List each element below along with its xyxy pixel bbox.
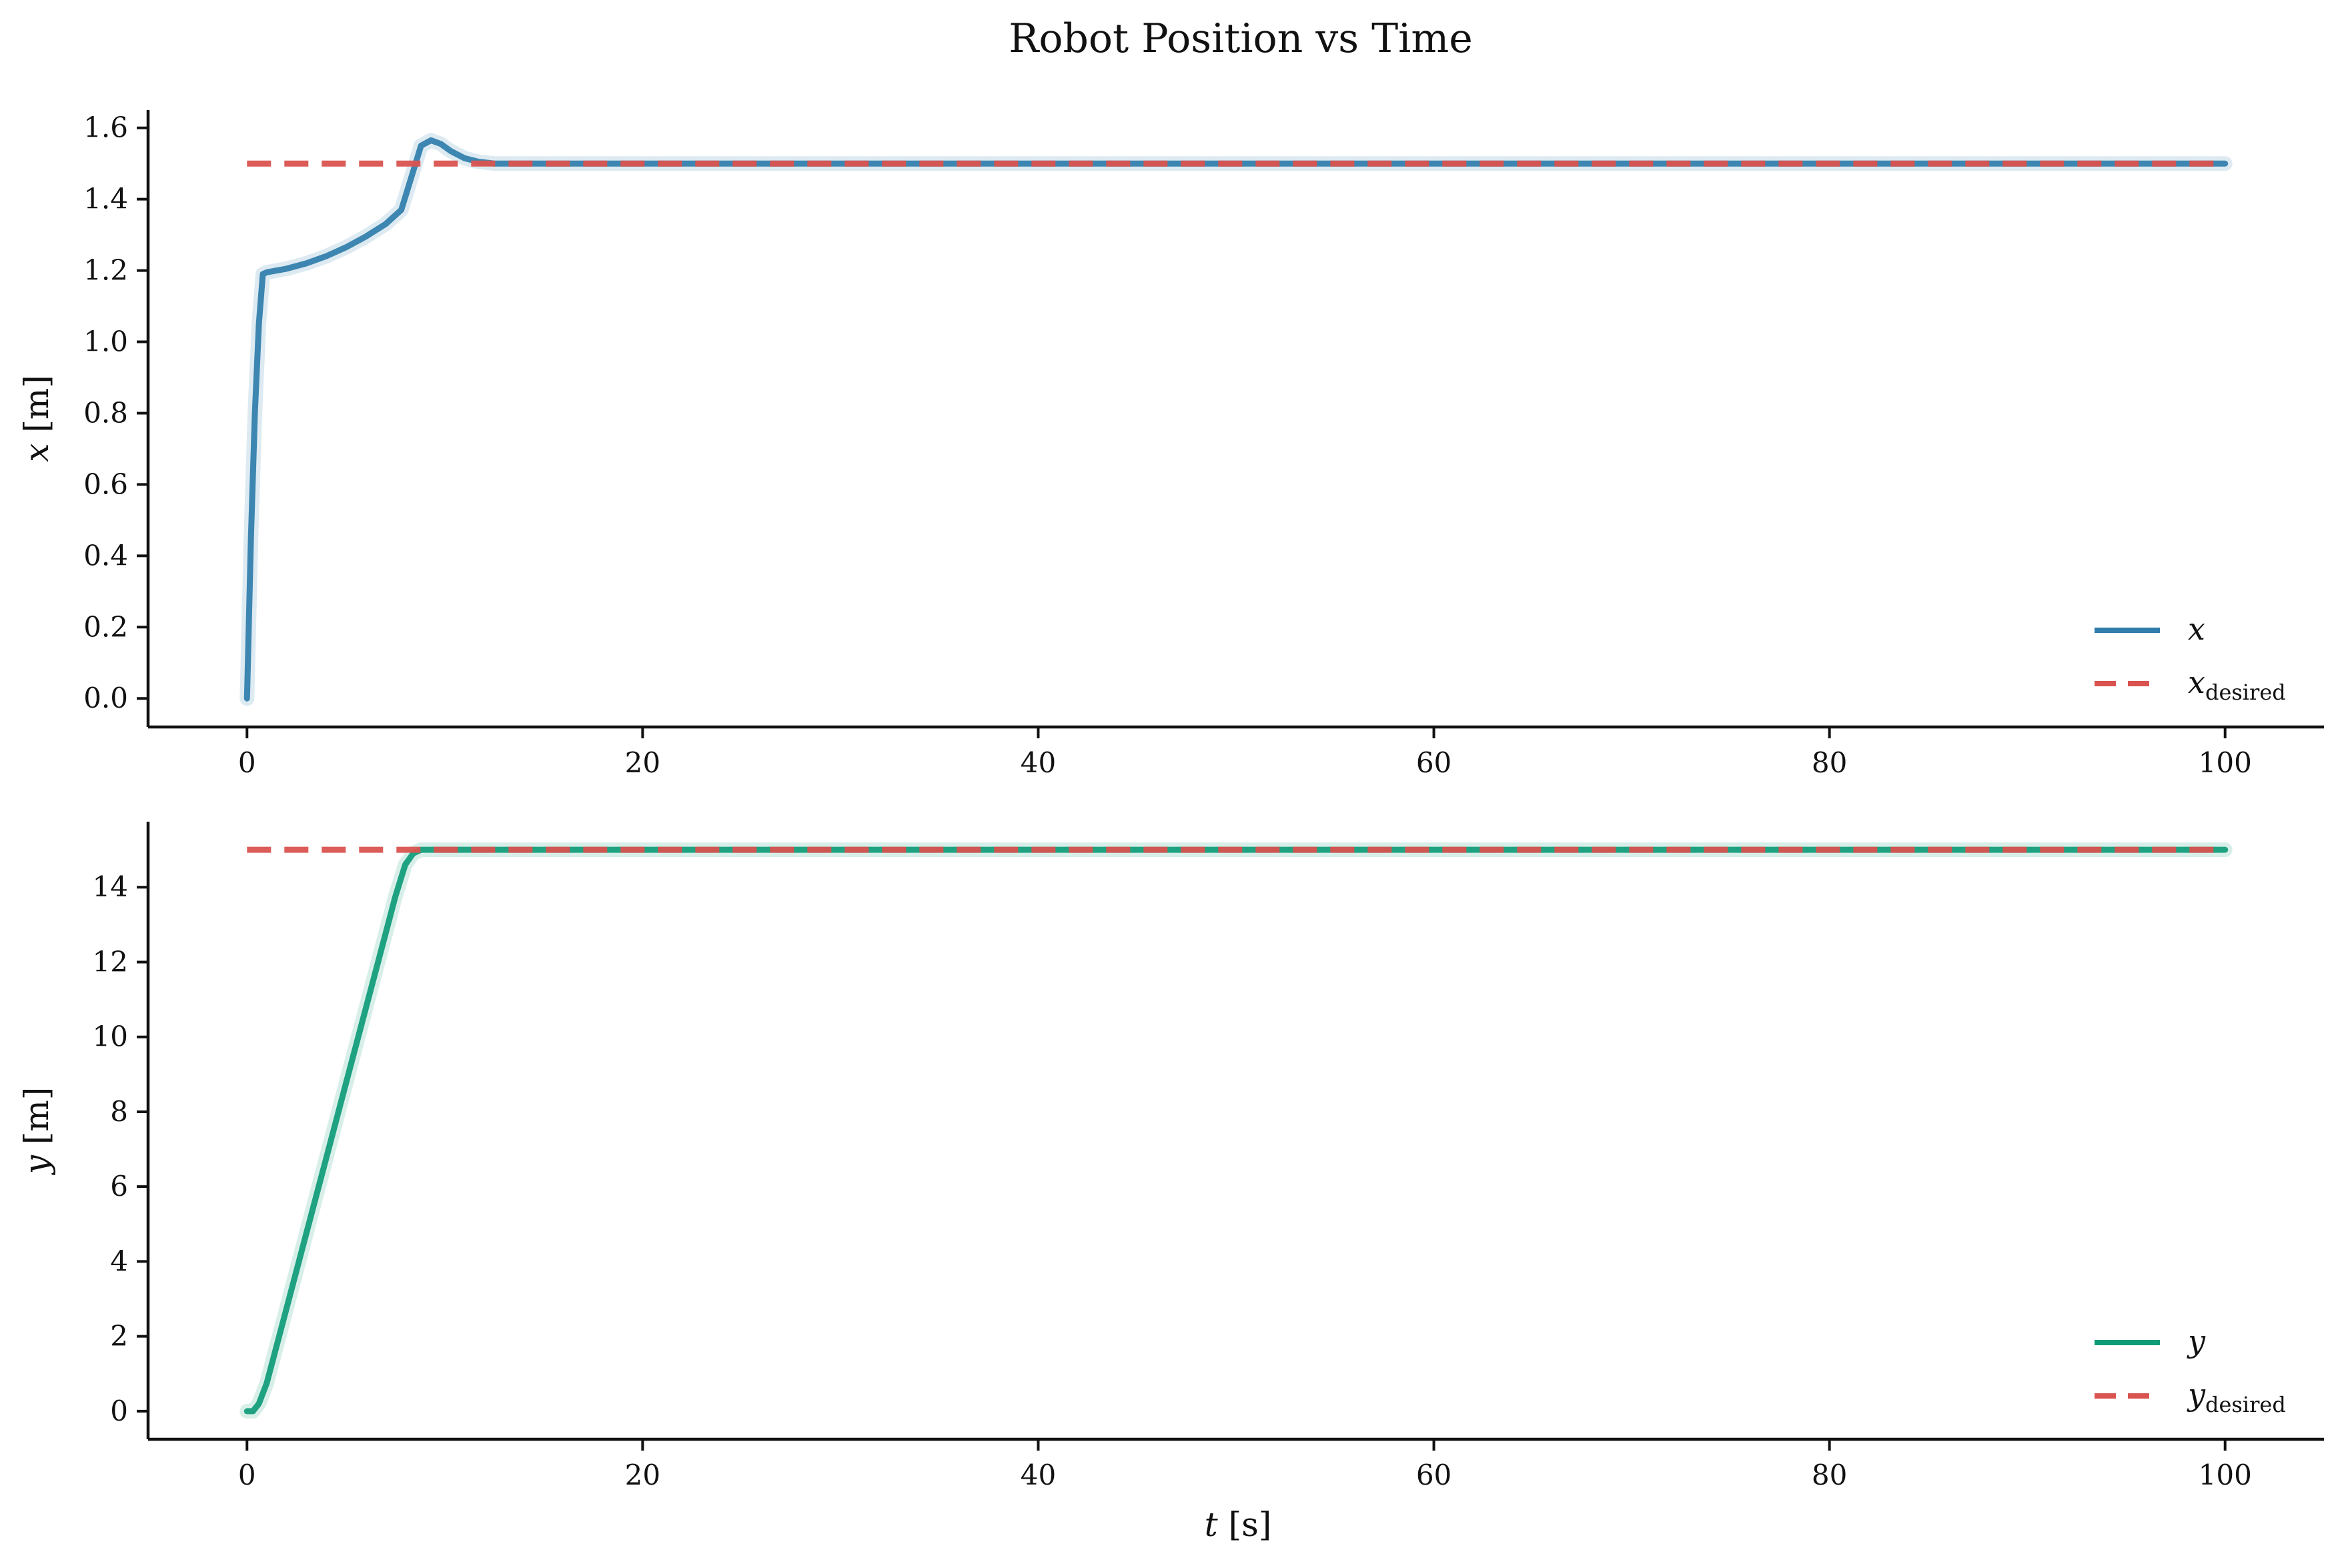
x-panel-x-tick-label: 0 xyxy=(238,746,256,779)
x-panel-x-tick-label: 20 xyxy=(625,746,660,779)
x-panel-x-tick-label: 40 xyxy=(1021,746,1056,779)
x-panel-y-axis-label: x [m] xyxy=(17,375,56,462)
x-panel-actual-line xyxy=(243,137,2229,702)
y-panel-y-tick-label: 8 xyxy=(110,1095,128,1128)
y-panel-legend-label-var: y xyxy=(2187,1323,2206,1359)
figure-title: Robot Position vs Time xyxy=(1009,15,1473,62)
y-panel-x-tick-label: 40 xyxy=(1021,1459,1056,1491)
x-panel-legend-label-var: x xyxy=(2188,611,2205,647)
x-panel-x-tick-label: 80 xyxy=(1812,746,1847,779)
y-panel-y-axis-label-unit: [m] xyxy=(17,1087,56,1155)
y-panel-x-axis-label-unit: [s] xyxy=(1218,1505,1272,1544)
x-panel-y-tick-label: 1.4 xyxy=(83,183,128,215)
y-panel-y-tick-label: 4 xyxy=(110,1245,128,1277)
y-panel-legend-label-var: y xyxy=(2187,1377,2206,1413)
x-panel-y-tick-label: 1.2 xyxy=(83,254,128,287)
x-panel-y-tick-label: 0.6 xyxy=(83,468,128,500)
y-panel-y-tick-label: 6 xyxy=(110,1170,128,1203)
x-panel-y-tick-label: 0.4 xyxy=(83,539,128,572)
y-panel-x-tick-label: 80 xyxy=(1812,1459,1847,1491)
y-panel-y-tick-label: 2 xyxy=(110,1320,128,1353)
x-position-panel: 0 20 40 60 80 100 0.0 0.2 0.4 0.6 0.8 1.0 1.2 1.4 1.6 x… xyxy=(17,110,2324,779)
x-panel-y-tick-label: 0.0 xyxy=(83,682,128,714)
x-panel-x-tick-label: 60 xyxy=(1416,746,1451,779)
x-panel-y-tick-label: 0.8 xyxy=(83,396,128,429)
y-panel-x-tick-label: 20 xyxy=(625,1459,660,1491)
y-panel-y-axis-label-var: y xyxy=(17,1154,56,1175)
x-panel-legend-label-var: x xyxy=(2188,664,2205,700)
x-panel-y-tick-label: 0.2 xyxy=(83,610,128,643)
y-panel-legend-label: ydesired xyxy=(2187,1377,2286,1417)
y-panel-y-tick-label: 0 xyxy=(110,1395,128,1427)
x-panel-y-tick-label: 1.6 xyxy=(83,111,128,144)
y-panel-x-axis-label: t [s] xyxy=(1205,1505,1272,1544)
y-panel-x-tick-label: 0 xyxy=(238,1459,256,1491)
y-panel-y-tick-label: 10 xyxy=(93,1020,128,1053)
x-panel-legend-label: xdesired xyxy=(2188,664,2286,705)
x-panel-legend-label-sub: desired xyxy=(2205,680,2286,705)
x-panel-y-tick-label: 1.0 xyxy=(83,325,128,358)
y-panel-x-tick-label: 100 xyxy=(2199,1459,2252,1491)
y-panel-x-axis-label-var: t xyxy=(1205,1505,1219,1544)
y-panel-x-tick-label: 60 xyxy=(1416,1459,1451,1491)
x-panel-legend-label: x xyxy=(2188,611,2205,647)
y-panel-legend-label-sub: desired xyxy=(2205,1392,2286,1417)
y-panel-actual-line xyxy=(243,846,2229,1415)
x-panel-x-tick-label: 100 xyxy=(2199,746,2252,779)
y-panel-y-tick-label: 12 xyxy=(93,945,128,978)
x-panel-y-axis-label-unit: [m] xyxy=(17,375,56,443)
x-panel-y-axis-label-var: x xyxy=(17,444,56,462)
y-panel-y-tick-label: 14 xyxy=(93,870,128,903)
y-panel-legend-label: y xyxy=(2187,1323,2206,1359)
y-panel-y-axis-label: y [m] xyxy=(17,1087,56,1176)
